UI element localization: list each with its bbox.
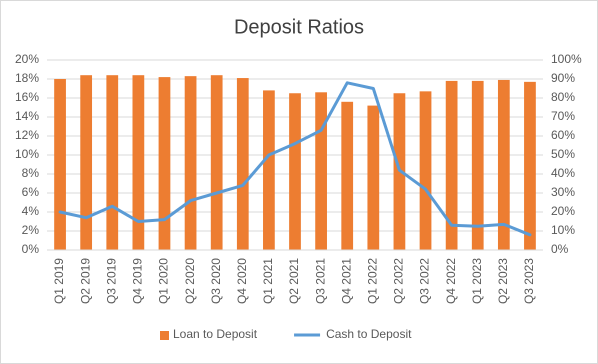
- x-tick-label: Q4 2021: [339, 258, 353, 304]
- y2-tick-label: 80%: [551, 90, 575, 104]
- x-tick-label: Q2 2021: [287, 258, 301, 304]
- x-tick-label: Q2 2020: [183, 258, 197, 304]
- y2-tick-label: 90%: [551, 71, 575, 85]
- bar: [471, 80, 484, 251]
- bar: [315, 92, 327, 250]
- x-tick-label: Q1 2021: [261, 258, 275, 304]
- legend-swatch: [160, 331, 169, 340]
- bar: [419, 91, 432, 250]
- bar: [132, 75, 145, 250]
- y-tick-label: 18%: [15, 71, 39, 85]
- y2-tick-label: 60%: [551, 128, 575, 142]
- y-tick-label: 12%: [15, 128, 39, 142]
- y2-tick-label: 50%: [551, 147, 575, 161]
- x-tick-label: Q3 2022: [418, 258, 432, 304]
- y-tick-label: 4%: [22, 204, 40, 218]
- y2-tick-label: 10%: [551, 223, 575, 237]
- y-tick-label: 0%: [22, 242, 40, 256]
- bar: [236, 78, 249, 250]
- x-tick-label: Q2 2023: [496, 258, 510, 304]
- y2-tick-label: 100%: [551, 52, 582, 66]
- x-tick-label: Q3 2019: [104, 258, 118, 304]
- line: [58, 81, 532, 237]
- legend-label: Loan to Deposit: [173, 327, 258, 341]
- x-tick-label: Q1 2022: [365, 258, 379, 304]
- y2-tick-label: 40%: [551, 166, 575, 180]
- bar: [445, 80, 458, 251]
- y2-tick-label: 30%: [551, 185, 575, 199]
- x-tick-label: Q4 2022: [444, 258, 458, 304]
- x-tick-label: Q1 2019: [52, 258, 66, 304]
- x-tick-label: Q2 2019: [78, 258, 92, 304]
- x-tick-label: Q4 2020: [235, 258, 249, 304]
- y2-tick-label: 70%: [551, 109, 575, 123]
- y2-tick-label: 20%: [551, 204, 575, 218]
- bar: [210, 75, 223, 250]
- bar: [341, 101, 354, 250]
- y-tick-label: 20%: [15, 52, 39, 66]
- y-tick-label: 8%: [22, 166, 40, 180]
- legend-label: Cash to Deposit: [326, 327, 412, 341]
- x-tick-label: Q4 2019: [131, 258, 145, 304]
- chart-title: Deposit Ratios: [234, 16, 364, 38]
- x-tick-label: Q3 2020: [209, 258, 223, 304]
- y-tick-label: 6%: [22, 185, 40, 199]
- bar: [263, 90, 275, 251]
- x-tick-label: Q2 2022: [392, 258, 406, 304]
- bar: [158, 77, 171, 250]
- bar: [289, 93, 301, 250]
- y-tick-label: 16%: [15, 90, 39, 104]
- x-tick-label: Q3 2021: [313, 258, 327, 304]
- x-tick-label: Q1 2020: [157, 258, 171, 304]
- bar: [524, 81, 536, 250]
- y-tick-label: 2%: [22, 223, 40, 237]
- y2-tick-label: 0%: [551, 242, 569, 256]
- bar: [80, 75, 93, 250]
- bar: [367, 105, 380, 250]
- bar: [497, 79, 510, 250]
- x-tick-label: Q3 2023: [522, 258, 536, 304]
- bar: [54, 79, 66, 250]
- x-tick-label: Q1 2023: [470, 258, 484, 304]
- y-tick-label: 14%: [15, 109, 39, 123]
- bar: [184, 76, 197, 251]
- bar: [106, 75, 119, 250]
- y-tick-label: 10%: [15, 147, 39, 161]
